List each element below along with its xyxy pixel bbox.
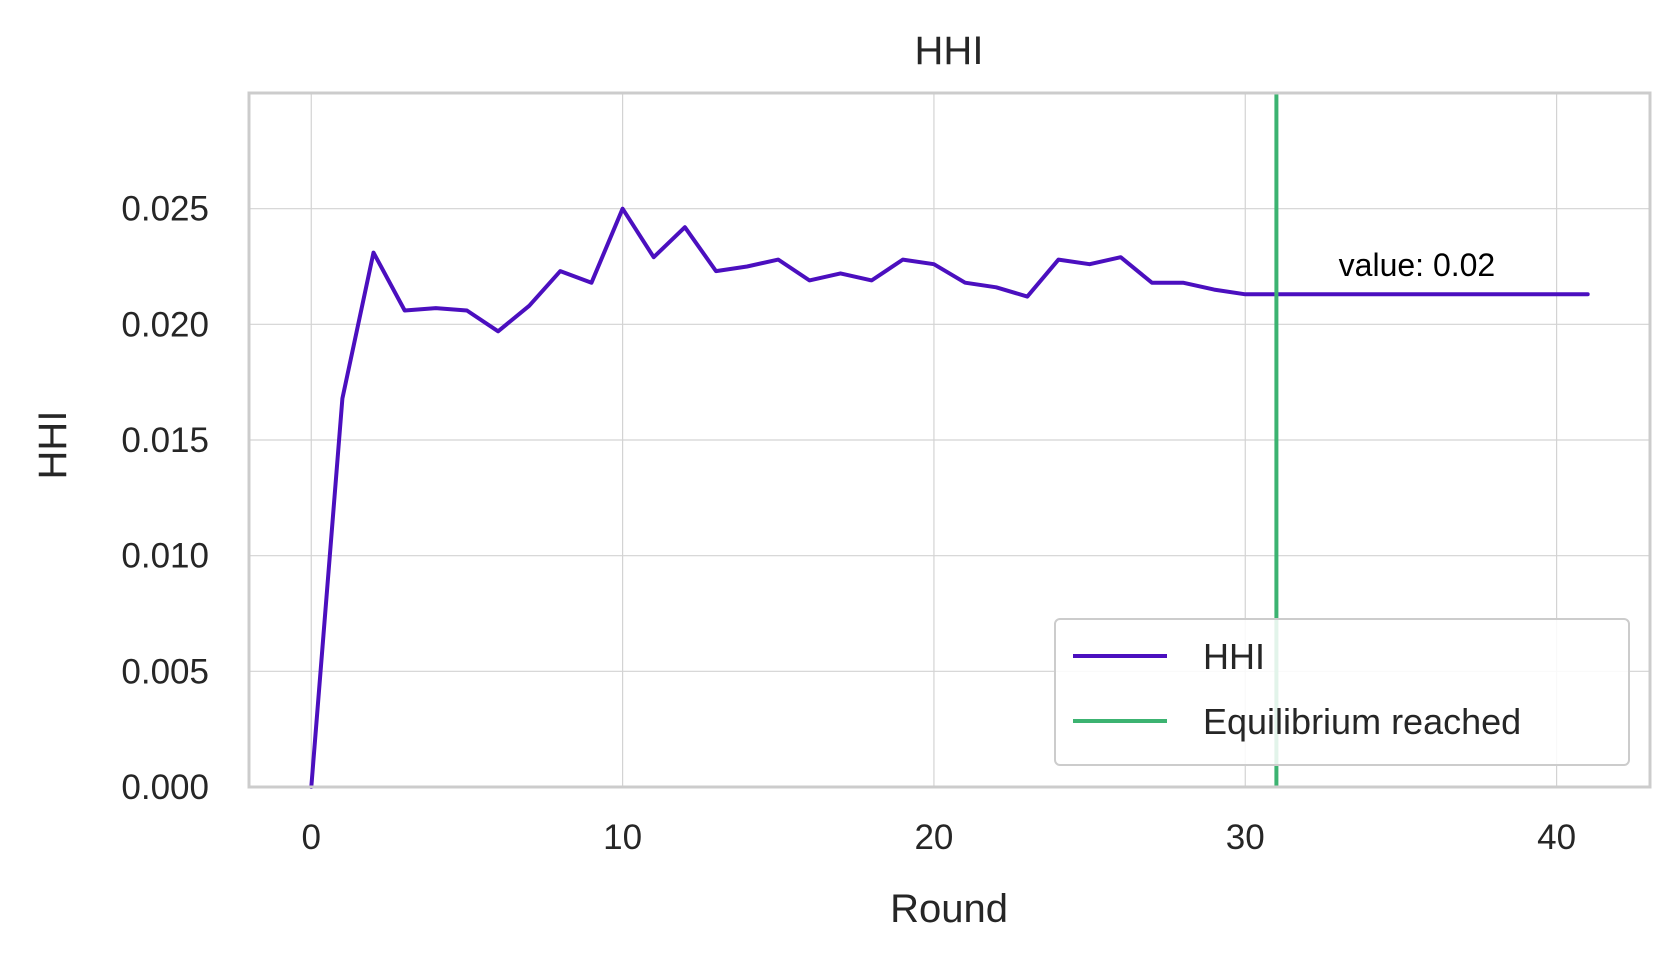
x-tick-labels: 0 10 20 30 40: [302, 818, 1577, 857]
chart-title: HHI: [915, 29, 984, 73]
y-tick-label: 0.015: [121, 421, 209, 460]
y-tick-label: 0.025: [121, 190, 209, 229]
annotations: value: 0.02: [1339, 247, 1496, 283]
x-tick-label: 0: [302, 818, 321, 857]
x-tick-label: 20: [914, 818, 953, 857]
legend-label-hhi: HHI: [1203, 636, 1265, 677]
y-axis-label: HHI: [31, 411, 75, 480]
x-axis-label: Round: [890, 887, 1008, 931]
x-tick-label: 40: [1537, 818, 1576, 857]
y-tick-label: 0.000: [121, 768, 209, 807]
series-line-hhi: [309, 206, 1590, 789]
x-tick-label: 10: [603, 818, 642, 857]
plot-frame: [247, 91, 1652, 789]
y-tick-label: 0.020: [121, 305, 209, 344]
legend-box: [1054, 618, 1630, 766]
annotation-text: value: 0.02: [1339, 247, 1496, 283]
legend: HHI Equilibrium reached: [1054, 618, 1630, 766]
legend-label-equilibrium: Equilibrium reached: [1203, 701, 1521, 742]
y-tick-label: 0.005: [121, 652, 209, 691]
series-layer: [309, 206, 1590, 789]
y-tick-labels: 0.000 0.005 0.010 0.015 0.020 0.025: [121, 190, 209, 807]
y-tick-label: 0.010: [121, 537, 209, 576]
x-tick-label: 30: [1226, 818, 1265, 857]
